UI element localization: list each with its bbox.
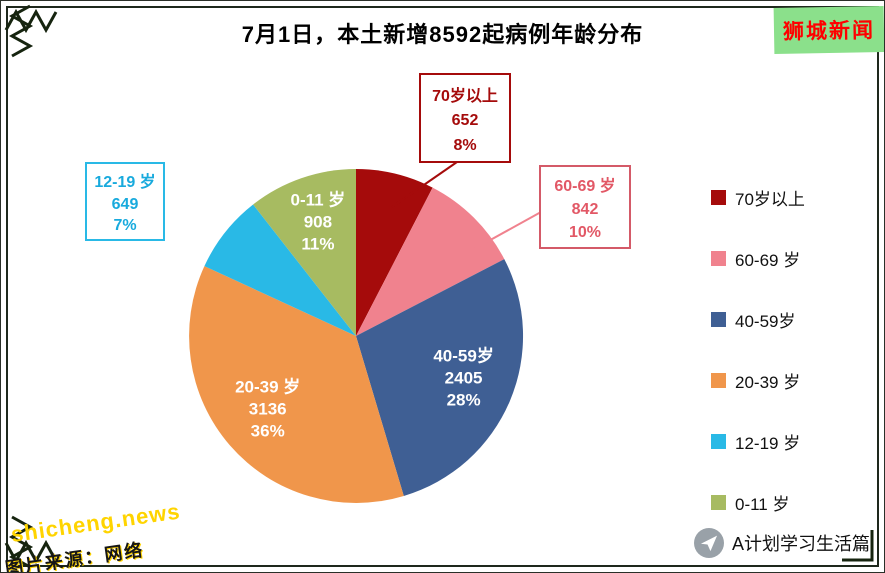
callout-label: 12-19 岁 (94, 173, 156, 191)
callout-label: 70岁以上 (432, 87, 498, 105)
callout-value: 649 (111, 195, 139, 213)
pie-slice (189, 266, 404, 503)
legend-swatch (711, 312, 726, 327)
legend-item: 40-59岁 (711, 307, 805, 332)
legend-label: 70岁以上 (735, 190, 805, 209)
callout-70plus: 70岁以上 652 8% (419, 73, 511, 163)
legend-label: 0-11 岁 (735, 495, 790, 514)
legend-swatch (711, 373, 726, 388)
legend-label: 12-19 岁 (735, 434, 801, 453)
paper-plane-icon (693, 528, 724, 558)
legend: 70岁以上 60-69 岁 40-59岁 20-39 岁 12-19 岁 0-11 岁 (711, 185, 805, 515)
callout-60-69: 60-69 岁 842 10% (539, 165, 631, 249)
pie-slice-label: 20-39 岁 3136 36% (235, 377, 300, 441)
legend-item: 20-39 岁 (711, 368, 805, 393)
pie-slice-label: 40-59岁 2405 28% (433, 346, 493, 410)
callout-percent: 8% (453, 136, 477, 154)
legend-swatch (711, 434, 726, 449)
footer-brand: A计划学习生活篇 (693, 528, 870, 558)
pie-slice-label: 0-11 岁 908 11% (290, 190, 345, 254)
callout-leader-line (391, 161, 458, 208)
legend-item: 70岁以上 (711, 185, 805, 210)
callout-value: 842 (571, 201, 599, 218)
legend-item: 60-69 岁 (711, 246, 805, 271)
pie-slice (356, 259, 524, 496)
pie-slice (356, 169, 433, 336)
callout-label: 60-69 岁 (554, 178, 616, 195)
pie-slice (356, 187, 505, 336)
callout-percent: 10% (568, 224, 602, 241)
legend-swatch (711, 190, 726, 205)
site-logo: 狮城新闻 (773, 6, 884, 54)
legend-swatch (711, 251, 726, 266)
callout-value: 652 (451, 112, 479, 129)
footer-brand-label: A计划学习生活篇 (731, 534, 870, 554)
legend-item: 0-11 岁 (711, 490, 805, 515)
pie-slice (204, 204, 356, 336)
page-title: 7月1日，本土新增8592起病例年龄分布 (241, 22, 644, 47)
legend-label: 20-39 岁 (735, 373, 801, 392)
callout-leader-line (473, 211, 542, 250)
legend-item: 12-19 岁 (711, 429, 805, 454)
legend-label: 60-69 岁 (735, 251, 801, 270)
legend-label: 40-59岁 (735, 312, 796, 331)
pie-slice (253, 169, 356, 336)
callout-percent: 7% (113, 217, 137, 235)
legend-swatch (711, 495, 726, 510)
callout-12-19: 12-19 岁 649 7% (85, 162, 165, 241)
